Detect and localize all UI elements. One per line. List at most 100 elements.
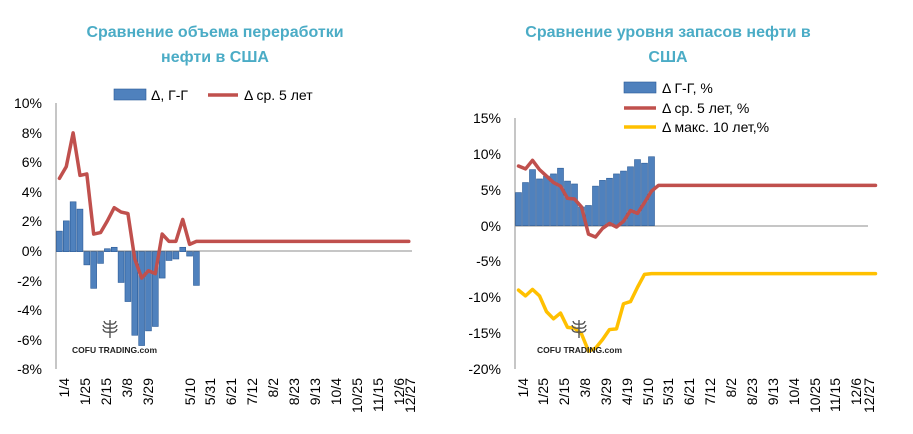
x-tick-label: 4/19 xyxy=(619,378,635,405)
watermark-logo: COFU TRADING.com xyxy=(537,320,622,355)
y-axis: 15% 10% 5% 0% -5% -10% -15% -20% xyxy=(468,110,516,377)
bar xyxy=(97,251,104,264)
x-tick-label: 5/31 xyxy=(660,378,676,405)
bar xyxy=(627,166,634,226)
chart-title-line-1: Сравнение объема переработки xyxy=(86,24,343,41)
crude-stocks-chart: Сравнение уровня запасов нефти в США Δ Г… xyxy=(468,24,878,413)
bar xyxy=(543,175,550,226)
legend-label-line-max: Δ макс. 10 лет,% xyxy=(662,119,769,135)
bar-series xyxy=(515,156,655,226)
legend-label-line-avg: Δ ср. 5 лет, % xyxy=(662,100,749,116)
refining-volume-chart: Сравнение объема переработки нефти в США… xyxy=(14,24,418,413)
bar xyxy=(117,251,125,283)
bar xyxy=(56,230,63,252)
y-tick-label: -8% xyxy=(17,361,42,377)
x-tick-label: 1/4 xyxy=(56,378,72,398)
y-tick-label: 10% xyxy=(473,146,501,162)
bar xyxy=(515,192,522,226)
y-tick-label: -2% xyxy=(17,273,42,289)
y-tick-label: 15% xyxy=(473,110,501,126)
bar xyxy=(138,251,145,346)
y-tick-label: -10% xyxy=(468,289,501,305)
bar xyxy=(599,180,606,226)
bar xyxy=(557,167,564,226)
x-tick-label: 5/10 xyxy=(182,378,198,405)
bar xyxy=(152,251,159,327)
x-tick-label: 1/25 xyxy=(535,378,551,405)
x-tick-label: 8/2 xyxy=(265,378,281,398)
legend-label-bar: Δ, Г-Г xyxy=(151,87,188,103)
x-tick-label: 8/23 xyxy=(286,378,302,405)
x-tick-label: 10/4 xyxy=(786,378,802,405)
x-tick-label: 12/6 xyxy=(848,378,864,405)
wheat-logo-icon xyxy=(102,320,118,338)
x-tick-label: 2/15 xyxy=(98,378,114,405)
bar xyxy=(536,178,543,226)
x-tick-label: 2/15 xyxy=(556,378,572,405)
y-tick-label: -6% xyxy=(17,332,42,348)
bar xyxy=(83,251,91,266)
x-tick-label: 6/21 xyxy=(223,378,239,405)
legend-label-bar: Δ Г-Г, % xyxy=(662,80,713,96)
line-series xyxy=(57,131,411,280)
wheat-logo-icon xyxy=(571,320,587,338)
x-tick-label: 7/12 xyxy=(702,378,718,405)
x-tick-label: 7/12 xyxy=(244,378,260,405)
bar xyxy=(158,251,166,279)
x-tick-label: 11/15 xyxy=(827,378,843,412)
legend-swatch-bar xyxy=(113,88,147,101)
bar xyxy=(124,251,132,302)
x-tick-label: 9/13 xyxy=(765,378,781,405)
bar xyxy=(90,251,97,289)
x-tick-label: 3/29 xyxy=(140,378,156,405)
bar xyxy=(592,185,599,226)
bar xyxy=(620,170,627,226)
x-tick-label: 8/23 xyxy=(744,378,760,405)
x-tick-label: 5/10 xyxy=(640,378,656,405)
bar xyxy=(110,246,118,252)
x-tick-label: 10/25 xyxy=(807,378,823,413)
bar xyxy=(145,251,152,332)
bar xyxy=(193,251,200,286)
y-tick-label: 5% xyxy=(481,182,501,198)
bar xyxy=(165,251,173,261)
y-tick-label: 6% xyxy=(22,154,42,170)
bar xyxy=(613,173,620,226)
bar xyxy=(634,159,641,226)
watermark-text: COFU TRADING.com xyxy=(72,345,157,355)
watermark-logo: COFU TRADING.com xyxy=(72,320,157,355)
legend-label-line: Δ ср. 5 лет xyxy=(244,87,313,103)
y-tick-label: 0% xyxy=(22,243,42,259)
watermark-text: COFU TRADING.com xyxy=(537,345,622,355)
bar xyxy=(606,177,613,226)
bar xyxy=(641,162,648,226)
x-axis: 1/4 1/25 2/15 3/8 3/29 5/10 5/31 6/21 7/… xyxy=(56,378,418,413)
bar xyxy=(63,220,70,252)
bar xyxy=(179,246,186,252)
x-tick-label: 11/15 xyxy=(370,378,386,412)
bar xyxy=(69,201,77,252)
bar xyxy=(550,173,557,226)
x-tick-label: 12/27 xyxy=(861,378,877,413)
y-tick-label: -5% xyxy=(476,253,501,269)
series-line xyxy=(516,271,878,353)
x-tick-label: 5/31 xyxy=(202,378,218,405)
y-tick-label: 2% xyxy=(22,213,42,229)
x-tick-label: 3/8 xyxy=(119,378,135,398)
bar xyxy=(104,248,111,252)
chart-title-line-1: Сравнение уровня запасов нефти в xyxy=(525,24,811,41)
legend: Δ Г-Г, % Δ ср. 5 лет, % Δ макс. 10 лет,% xyxy=(623,80,769,135)
x-tick-label: 10/25 xyxy=(349,378,365,413)
chart-title-line-2: нефти в США xyxy=(161,49,269,66)
y-tick-label: 10% xyxy=(14,95,42,111)
y-axis: 10% 8% 6% 4% 2% 0% -2% -4% -6% -8% xyxy=(14,95,57,377)
y-tick-label: -20% xyxy=(468,361,501,377)
x-tick-label: 3/29 xyxy=(598,378,614,405)
series-line xyxy=(516,158,878,239)
x-tick-label: 9/13 xyxy=(307,378,323,405)
x-tick-label: 6/21 xyxy=(681,378,697,405)
legend-swatch-bar xyxy=(623,81,657,94)
x-tick-label: 8/2 xyxy=(723,378,739,398)
y-tick-label: 8% xyxy=(22,125,42,141)
